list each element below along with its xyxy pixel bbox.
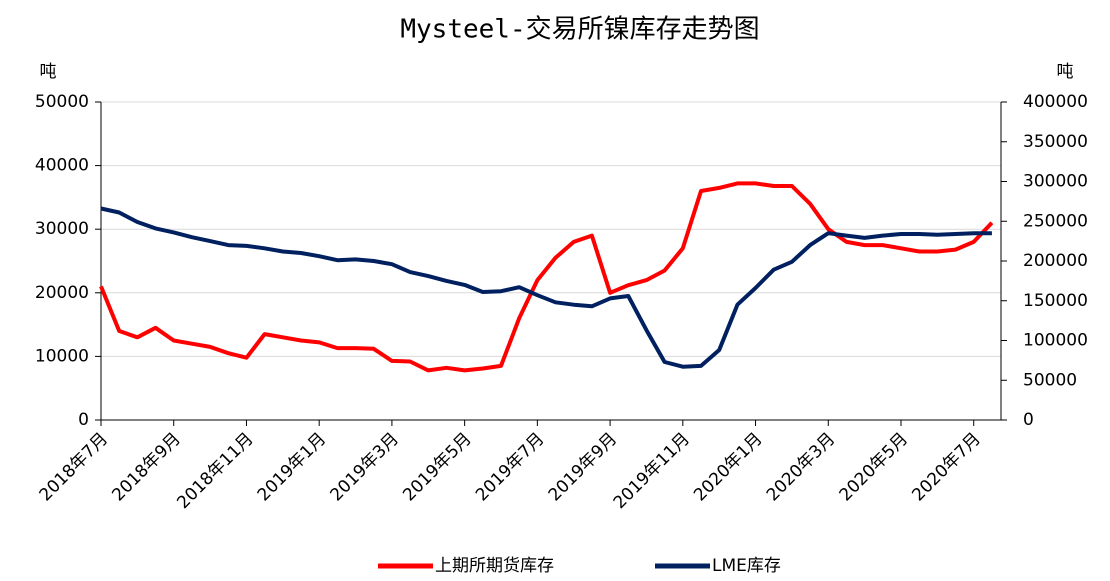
x-tick-label: 2019年3月	[327, 429, 403, 505]
x-tick-label: 2019年5月	[399, 429, 475, 505]
x-tick-label: 2019年11月	[610, 429, 694, 513]
x-tick-label: 2018年11月	[173, 429, 257, 513]
y2-axis-label: 吨	[1057, 62, 1074, 82]
x-tick-label: 2019年9月	[545, 429, 621, 505]
legend-label: LME库存	[712, 556, 781, 576]
legend-label: 上期所期货库存	[435, 556, 554, 576]
y-axis-label: 吨	[40, 62, 57, 82]
y2-tick-label: 300000	[1023, 172, 1088, 192]
x-tick-label: 2019年7月	[472, 429, 548, 505]
y-tick-label: 20000	[35, 283, 89, 303]
x-tick-label: 2020年1月	[690, 429, 766, 505]
y-tick-label: 30000	[35, 219, 89, 239]
y-tick-label: 0	[78, 410, 89, 430]
y2-tick-label: 0	[1023, 410, 1034, 430]
x-tick-label: 2020年7月	[908, 429, 984, 505]
y-tick-label: 50000	[35, 92, 89, 112]
x-tick-label: 2018年9月	[108, 429, 184, 505]
x-tick-label: 2020年3月	[763, 429, 839, 505]
y2-tick-label: 350000	[1023, 132, 1088, 152]
chart-title: Mysteel-交易所镍库存走势图	[400, 15, 759, 45]
y2-tick-label: 250000	[1023, 211, 1088, 231]
series-line	[100, 206, 992, 369]
y2-tick-label: 50000	[1023, 370, 1077, 390]
y-tick-label: 40000	[35, 156, 89, 176]
x-tick-label: 2020年5月	[836, 429, 912, 505]
y2-tick-label: 400000	[1023, 92, 1088, 112]
y2-tick-label: 100000	[1023, 331, 1088, 351]
x-tick-label: 2019年1月	[254, 429, 330, 505]
y2-tick-label: 150000	[1023, 291, 1088, 311]
series-line	[99, 181, 994, 373]
y-tick-label: 10000	[35, 346, 89, 366]
x-tick-label: 2018年7月	[36, 429, 112, 505]
y2-tick-label: 200000	[1023, 251, 1088, 271]
